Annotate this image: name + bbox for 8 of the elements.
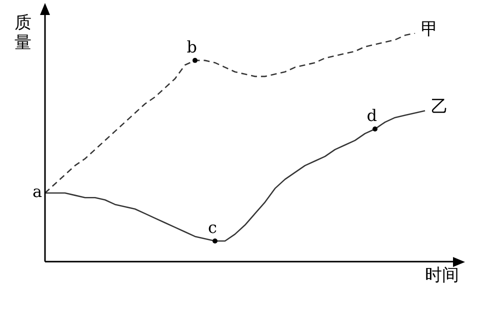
series-label: 乙 — [431, 97, 448, 118]
annotation: d — [366, 106, 377, 126]
annotation: b — [186, 38, 197, 57]
y-axis-title: 质量 — [14, 12, 32, 53]
x-axis-title: 时间 — [425, 266, 459, 286]
series-label: 甲 — [421, 19, 438, 40]
text: a — [32, 182, 42, 202]
annotation: c — [208, 218, 218, 238]
